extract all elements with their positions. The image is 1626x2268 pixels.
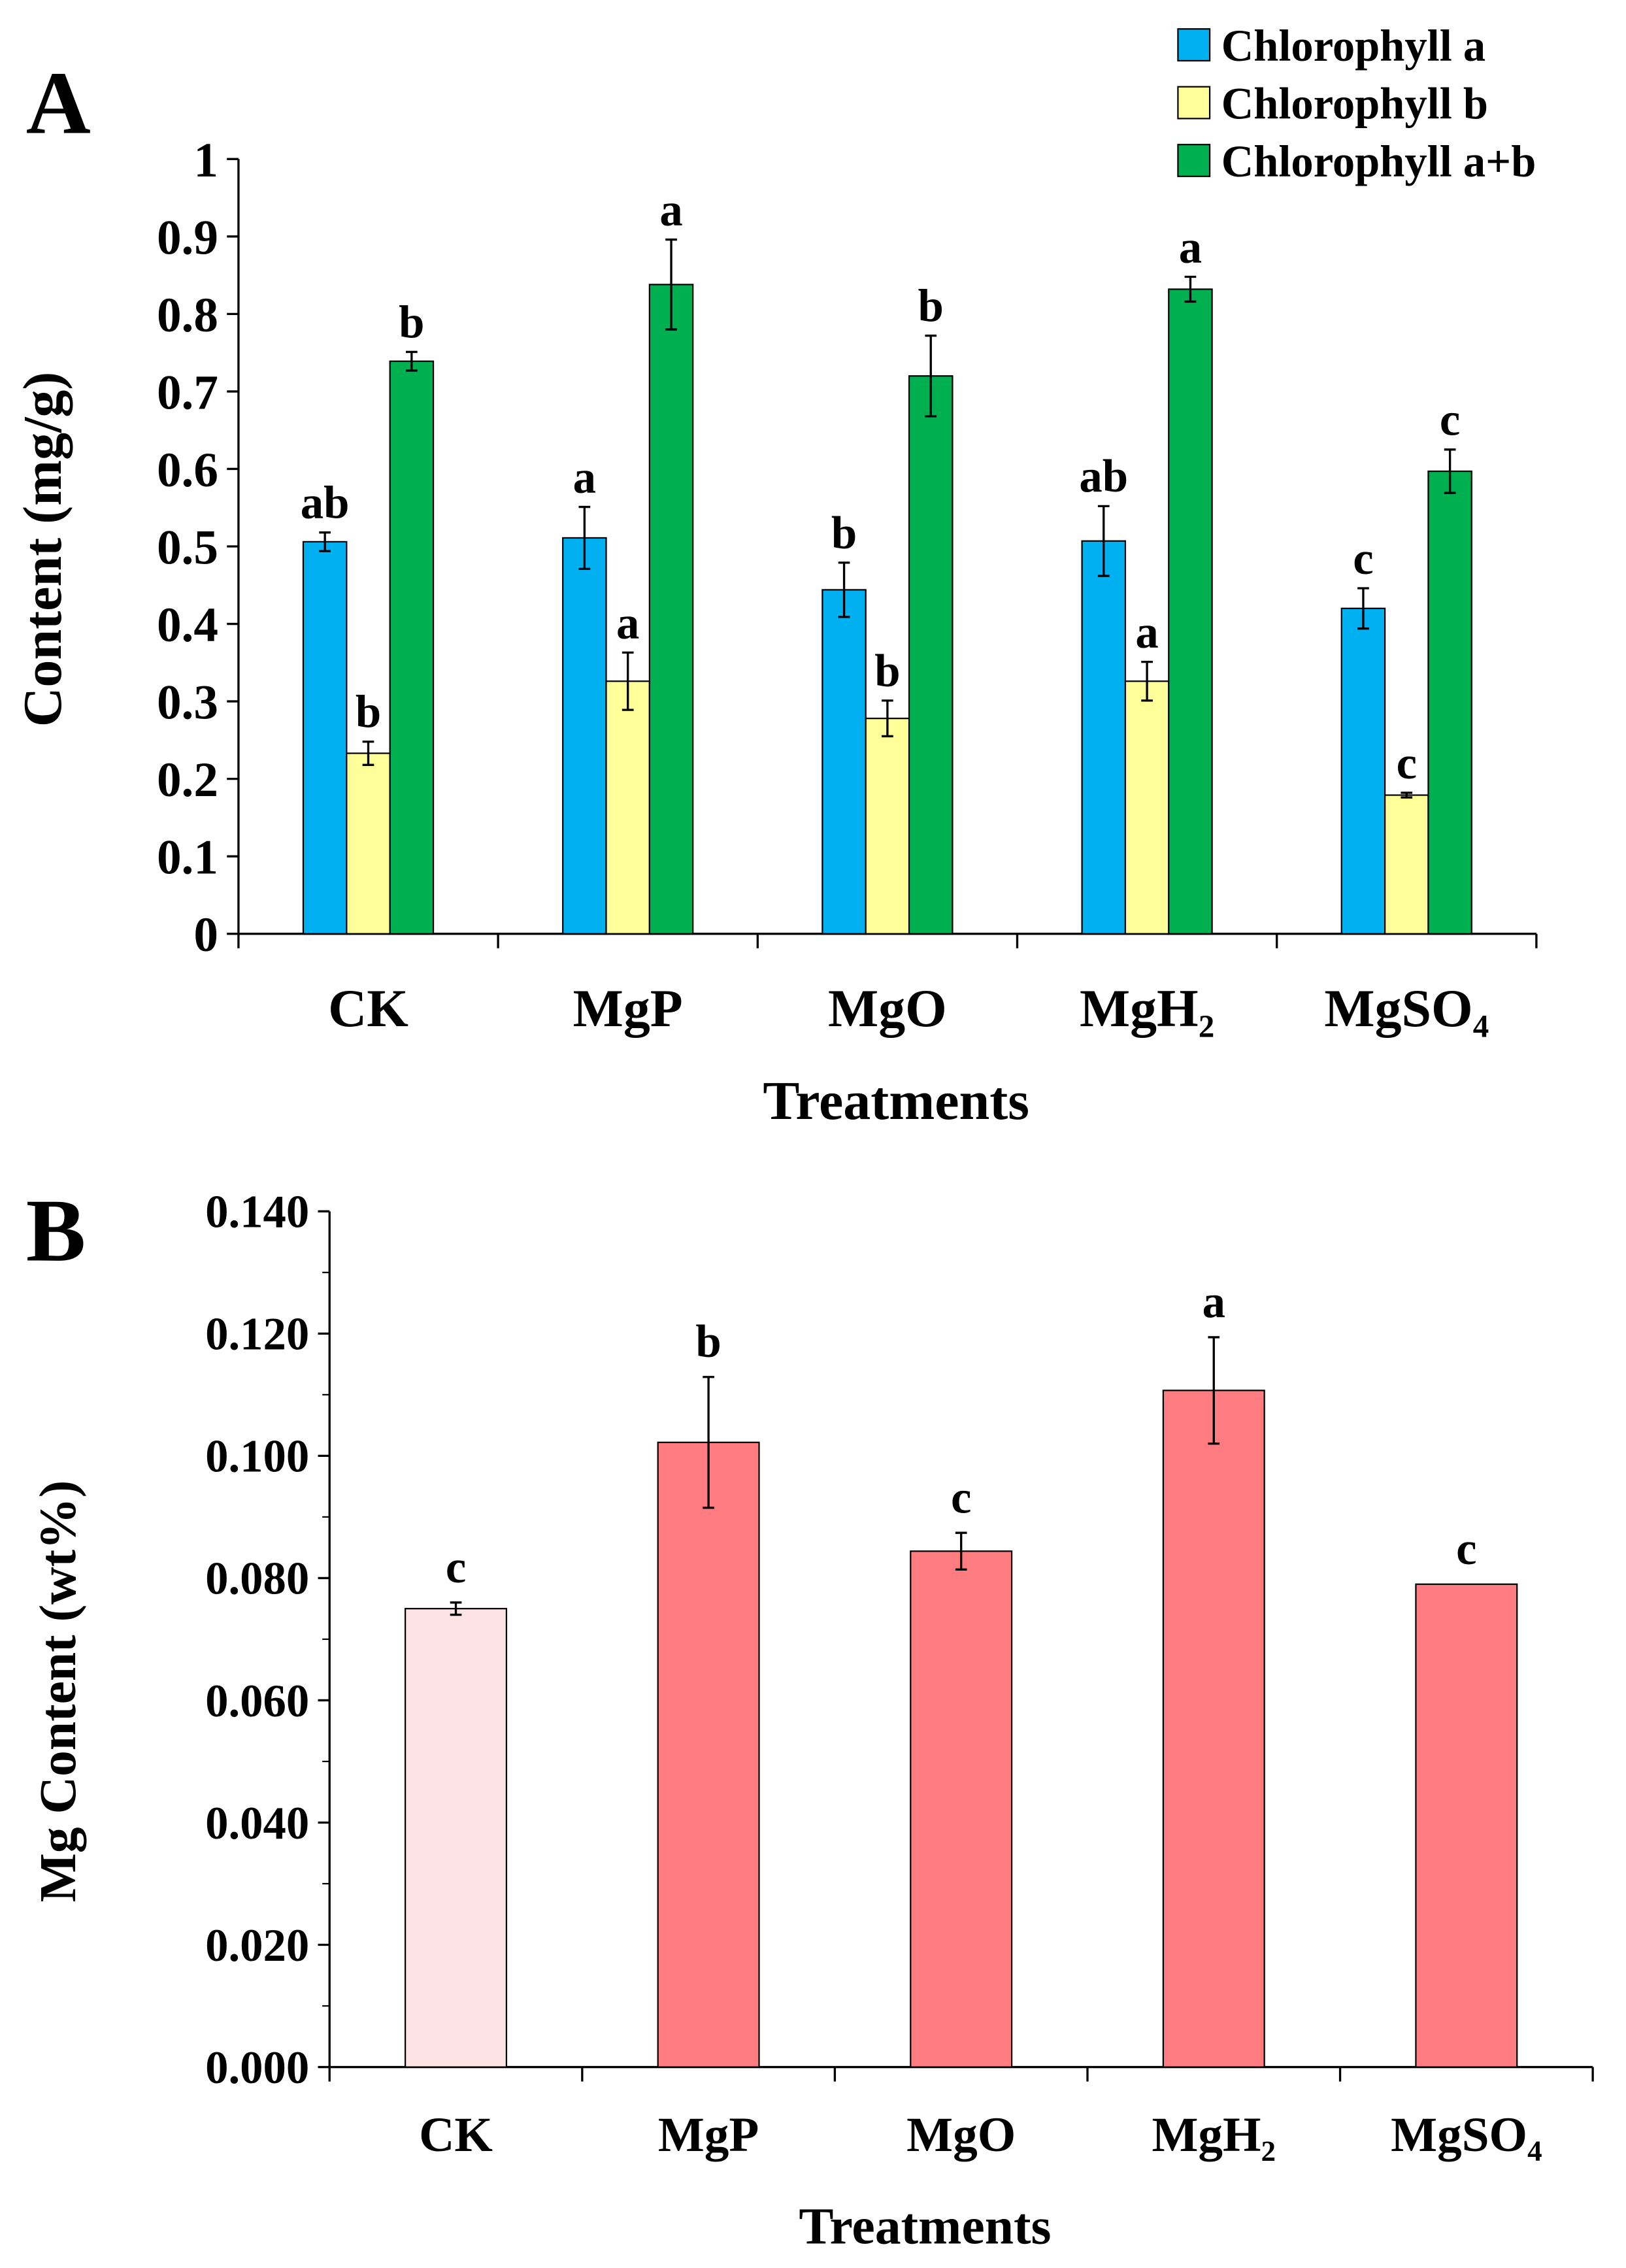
panel-a-label: A bbox=[26, 53, 91, 152]
x-tick-label: MgSO₄ bbox=[1391, 2108, 1542, 2162]
bar bbox=[865, 718, 910, 935]
y-tick-label: 0 bbox=[193, 908, 218, 962]
bar bbox=[562, 537, 607, 935]
y-tick-label: 0.020 bbox=[205, 1920, 309, 1971]
panel-a-plot: 00.10.20.30.40.50.60.70.80.91CKabbbMgPaa… bbox=[157, 133, 1538, 1038]
x-tick-label: MgH₂ bbox=[1080, 978, 1214, 1038]
x-tick-label: MgH₂ bbox=[1152, 2108, 1276, 2162]
y-tick-label: 0.1 bbox=[157, 831, 218, 885]
x-tick-label: MgP bbox=[658, 2108, 759, 2162]
significance-letter: a bbox=[573, 452, 596, 503]
x-tick-label: MgO bbox=[828, 978, 947, 1038]
bar bbox=[389, 360, 435, 935]
bar bbox=[1340, 607, 1386, 935]
panel-b-y-axis-title: Mg Content (wt%) bbox=[29, 1480, 87, 1903]
y-tick-label: 0.9 bbox=[157, 210, 218, 265]
significance-letter: b bbox=[918, 280, 944, 331]
legend-label: Chlorophyll b bbox=[1221, 78, 1488, 128]
legend-swatch bbox=[1177, 28, 1211, 62]
bar bbox=[1384, 794, 1429, 935]
significance-letter: a bbox=[616, 597, 639, 648]
x-tick-label: CK bbox=[419, 2108, 493, 2162]
significance-letter: b bbox=[831, 508, 857, 559]
bar bbox=[1162, 1390, 1265, 2068]
significance-letter: c bbox=[951, 1472, 971, 1523]
bar bbox=[405, 1608, 508, 2068]
panel-a-x-axis-title: Treatments bbox=[763, 1071, 1029, 1131]
y-tick-label: 0.040 bbox=[205, 1798, 309, 1849]
bar bbox=[1427, 470, 1472, 935]
legend: Chlorophyll a Chlorophyll b Chlorophyll a+… bbox=[1177, 21, 1536, 186]
legend-label: Chlorophyll a+b bbox=[1221, 137, 1536, 186]
significance-letter: ab bbox=[1079, 451, 1128, 502]
significance-letter: c bbox=[1397, 738, 1417, 789]
legend-label: Chlorophyll a bbox=[1221, 21, 1485, 71]
y-tick-label: 0.120 bbox=[205, 1309, 309, 1360]
y-tick-label: 0.100 bbox=[205, 1431, 309, 1482]
significance-letter: a bbox=[1135, 607, 1158, 658]
significance-letter: b bbox=[399, 297, 424, 348]
bar bbox=[1168, 288, 1213, 935]
panel-b-x-axis-title: Treatments bbox=[799, 2197, 1051, 2255]
y-tick-label: 0.6 bbox=[157, 443, 218, 497]
significance-letter: c bbox=[1353, 533, 1373, 584]
bar bbox=[908, 375, 954, 935]
significance-letter: b bbox=[695, 1316, 721, 1367]
y-tick-label: 0.7 bbox=[157, 365, 218, 420]
y-tick-label: 1 bbox=[193, 133, 218, 188]
bar bbox=[1124, 680, 1170, 935]
significance-letter: a bbox=[1203, 1276, 1225, 1327]
significance-letter: b bbox=[356, 687, 381, 738]
y-tick-label: 0.000 bbox=[205, 2043, 309, 2093]
panel-a-y-axis-title: Content (mg/g) bbox=[12, 372, 73, 727]
x-tick-label: MgSO₄ bbox=[1324, 978, 1489, 1038]
bar bbox=[605, 680, 650, 935]
bar bbox=[1081, 540, 1127, 935]
x-tick-label: MgP bbox=[573, 978, 683, 1038]
y-tick-label: 0.140 bbox=[205, 1187, 309, 1238]
bar bbox=[657, 1441, 760, 2068]
y-tick-label: 0.5 bbox=[157, 521, 218, 575]
x-tick-label: CK bbox=[328, 978, 408, 1038]
legend-swatch bbox=[1177, 144, 1211, 177]
y-tick-label: 0.2 bbox=[157, 753, 218, 807]
x-tick-label: MgO bbox=[906, 2108, 1016, 2162]
legend-swatch bbox=[1177, 86, 1211, 120]
significance-letter: c bbox=[1440, 395, 1460, 446]
y-tick-label: 0.3 bbox=[157, 676, 218, 730]
y-tick-label: 0.080 bbox=[205, 1554, 309, 1605]
y-tick-label: 0.4 bbox=[157, 598, 218, 652]
significance-letter: c bbox=[1456, 1524, 1476, 1575]
panel-b-label: B bbox=[26, 1181, 86, 1280]
significance-letter: a bbox=[1179, 222, 1202, 273]
significance-letter: c bbox=[446, 1542, 466, 1593]
bar bbox=[648, 284, 694, 935]
bar bbox=[910, 1550, 1013, 2068]
bar bbox=[346, 752, 391, 935]
y-tick-label: 0.8 bbox=[157, 288, 218, 342]
bar bbox=[302, 541, 348, 935]
bar bbox=[821, 589, 867, 935]
panel-b-plot: 0.000 0.020 0.040 0.060 0.080 0.100 0.120 0.140… bbox=[205, 1187, 1594, 2162]
significance-letter: ab bbox=[301, 478, 350, 529]
bar bbox=[1415, 1583, 1518, 2068]
significance-letter: a bbox=[659, 184, 682, 235]
y-tick-label: 0.060 bbox=[205, 1676, 309, 1727]
significance-letter: b bbox=[874, 646, 900, 697]
